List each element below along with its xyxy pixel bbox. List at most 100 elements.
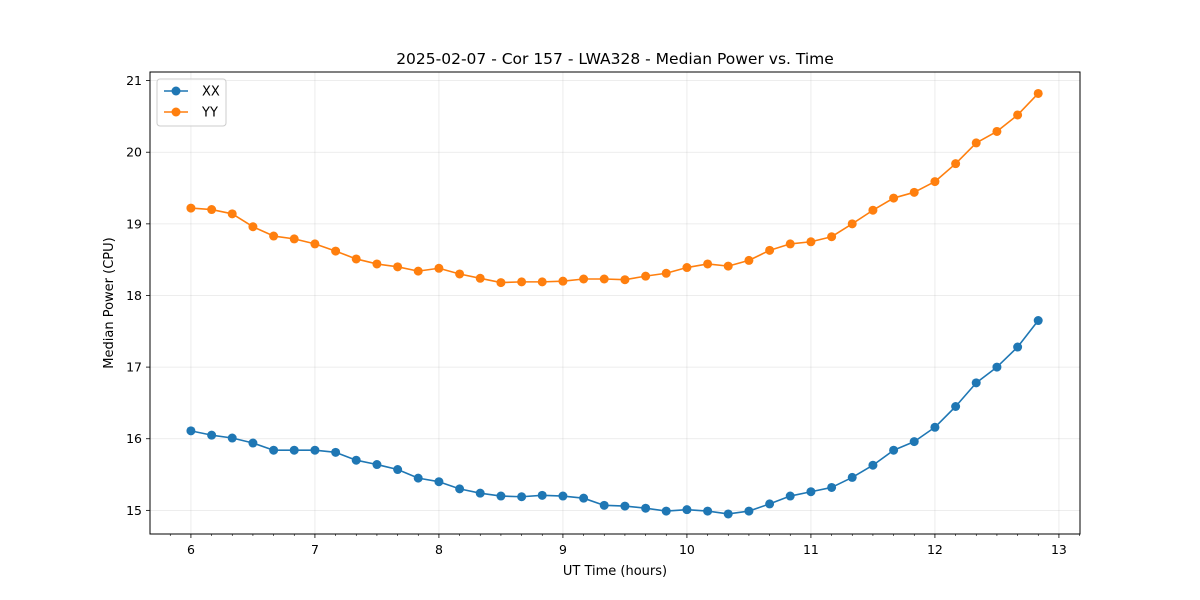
legend-label-yy: YY bbox=[201, 106, 218, 121]
data-point-xx bbox=[868, 460, 878, 470]
data-point-yy bbox=[289, 234, 299, 244]
x-tick-label: 13 bbox=[1051, 542, 1067, 557]
data-point-xx bbox=[413, 473, 423, 483]
data-point-xx bbox=[455, 484, 465, 494]
ticks: 6 7 8 9 10 11 12 13 15 16 17 18 19 20 21 bbox=[126, 73, 1080, 557]
data-point-xx bbox=[579, 493, 589, 503]
data-point-yy bbox=[517, 277, 527, 287]
legend: XX YY bbox=[156, 78, 227, 127]
y-tick-label: 20 bbox=[126, 145, 142, 160]
data-point-yy bbox=[641, 271, 651, 281]
data-point-yy bbox=[971, 138, 981, 148]
data-point-xx bbox=[785, 491, 795, 501]
y-tick-label: 18 bbox=[126, 288, 142, 303]
x-tick-label: 12 bbox=[927, 542, 943, 557]
data-point-xx bbox=[496, 491, 506, 501]
series-layer bbox=[186, 88, 1043, 519]
data-point-xx bbox=[951, 402, 961, 412]
y-tick-label: 17 bbox=[126, 360, 142, 375]
data-point-xx bbox=[537, 490, 547, 500]
plot-area bbox=[150, 72, 1080, 534]
x-tick-label: 11 bbox=[803, 542, 819, 557]
chart-title: 2025-02-07 - Cor 157 - LWA328 - Median P… bbox=[396, 50, 834, 68]
data-point-yy bbox=[186, 203, 196, 213]
data-point-yy bbox=[207, 205, 217, 215]
plot-frame bbox=[149, 71, 1081, 535]
data-point-xx bbox=[641, 503, 651, 513]
data-point-xx bbox=[599, 500, 609, 510]
data-point-xx bbox=[372, 460, 382, 470]
data-point-xx bbox=[186, 426, 196, 436]
data-point-yy bbox=[558, 276, 568, 286]
data-point-xx bbox=[558, 491, 568, 501]
data-point-yy bbox=[310, 239, 320, 249]
x-tick-label: 8 bbox=[435, 542, 443, 557]
legend-marker-yy bbox=[171, 107, 181, 117]
data-point-xx bbox=[889, 445, 899, 455]
data-point-xx bbox=[992, 362, 1002, 372]
data-point-yy bbox=[785, 239, 795, 249]
data-point-yy bbox=[599, 274, 609, 284]
data-point-xx bbox=[744, 506, 754, 516]
data-point-yy bbox=[413, 266, 423, 276]
data-point-yy bbox=[475, 273, 485, 283]
data-point-yy bbox=[909, 187, 919, 197]
y-tick-label: 21 bbox=[126, 73, 142, 88]
data-point-yy bbox=[1033, 88, 1043, 98]
data-point-xx bbox=[971, 378, 981, 388]
data-point-yy bbox=[806, 237, 816, 247]
data-point-yy bbox=[682, 263, 692, 273]
data-point-yy bbox=[269, 231, 279, 241]
data-point-yy bbox=[723, 261, 733, 271]
data-point-yy bbox=[889, 193, 899, 203]
data-point-xx bbox=[331, 447, 341, 457]
x-tick-label: 7 bbox=[311, 542, 319, 557]
data-point-yy bbox=[992, 126, 1002, 136]
data-point-xx bbox=[351, 455, 361, 465]
data-point-xx bbox=[765, 499, 775, 509]
legend-label-xx: XX bbox=[202, 85, 220, 100]
data-point-xx bbox=[661, 506, 671, 516]
data-point-yy bbox=[393, 262, 403, 272]
x-tick-label: 10 bbox=[679, 542, 695, 557]
data-point-xx bbox=[310, 445, 320, 455]
y-axis-title: Median Power (CPU) bbox=[102, 237, 117, 368]
y-tick-label: 16 bbox=[126, 431, 142, 446]
data-point-xx bbox=[269, 445, 279, 455]
data-point-yy bbox=[827, 232, 837, 242]
data-point-xx bbox=[909, 437, 919, 447]
data-point-xx bbox=[1013, 342, 1023, 352]
x-tick-label: 6 bbox=[187, 542, 195, 557]
data-point-xx bbox=[723, 509, 733, 519]
data-point-yy bbox=[537, 277, 547, 287]
data-point-xx bbox=[682, 505, 692, 515]
data-point-xx bbox=[827, 482, 837, 492]
data-point-yy bbox=[579, 274, 589, 284]
data-point-yy bbox=[703, 259, 713, 269]
data-point-yy bbox=[847, 219, 857, 229]
data-point-xx bbox=[703, 506, 713, 516]
data-point-xx bbox=[517, 492, 527, 502]
data-point-xx bbox=[207, 430, 217, 440]
data-point-yy bbox=[496, 278, 506, 288]
data-point-yy bbox=[331, 246, 341, 256]
data-point-xx bbox=[847, 472, 857, 482]
data-point-yy bbox=[248, 222, 258, 232]
data-point-xx bbox=[393, 465, 403, 475]
data-point-xx bbox=[248, 438, 258, 448]
data-point-xx bbox=[806, 487, 816, 497]
data-point-yy bbox=[951, 159, 961, 169]
x-tick-label: 9 bbox=[559, 542, 567, 557]
y-tick-label: 15 bbox=[126, 503, 142, 518]
legend-marker-xx bbox=[171, 86, 181, 96]
data-point-yy bbox=[868, 205, 878, 215]
data-point-yy bbox=[765, 245, 775, 255]
data-point-xx bbox=[930, 422, 940, 432]
data-point-yy bbox=[1013, 110, 1023, 120]
data-point-yy bbox=[744, 255, 754, 265]
data-point-yy bbox=[620, 275, 630, 285]
data-point-xx bbox=[227, 433, 237, 443]
grid bbox=[150, 72, 1080, 534]
x-axis-title: UT Time (hours) bbox=[563, 564, 667, 579]
